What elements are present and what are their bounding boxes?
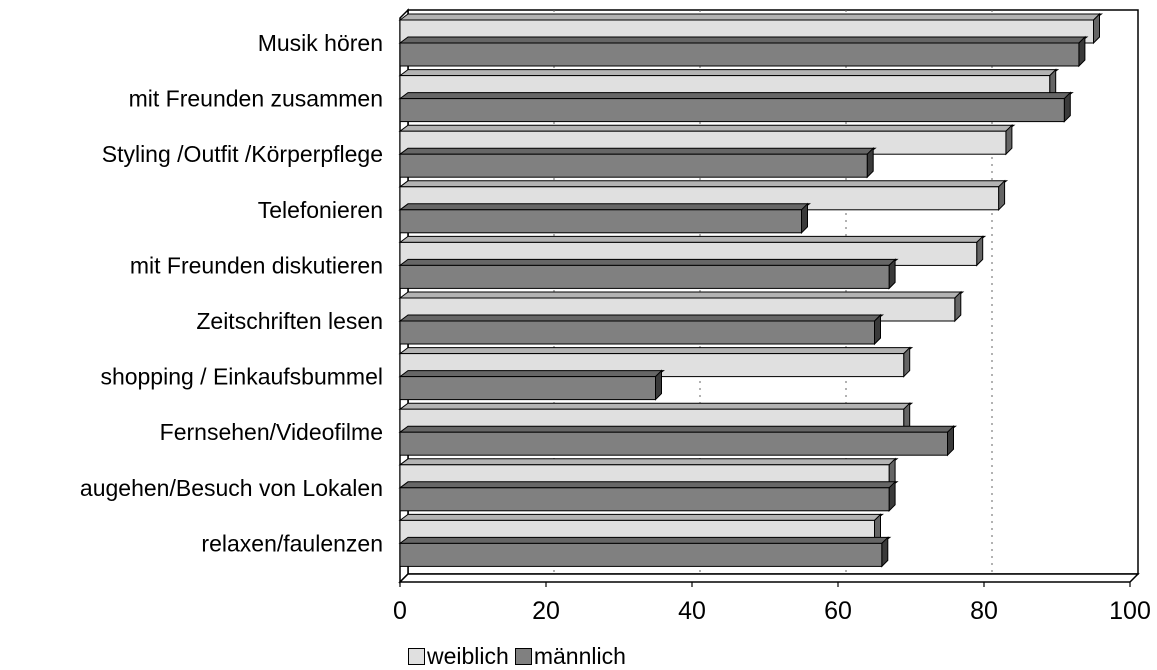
x-tick-label: 0 <box>393 597 407 625</box>
bar-top-face <box>398 69 1060 77</box>
bar-top-face <box>398 347 914 355</box>
legend-label-weiblich: weiblich <box>427 642 509 669</box>
category-label: Fernsehen/Videofilme <box>160 419 383 445</box>
category-label: mit Freunden diskutieren <box>130 252 383 278</box>
bar-chart: Musik hören mit Freunden zusammen Styling … <box>80 8 1151 625</box>
bar-front-face <box>399 542 883 567</box>
bar-top-face <box>398 124 1016 132</box>
bar-top-face <box>398 36 1089 44</box>
bar-top-face <box>398 425 957 433</box>
bar-top-face <box>398 314 884 322</box>
bar-männlich-1 <box>398 91 1074 123</box>
legend-swatch-maennlich <box>514 647 532 665</box>
category-label: augehen/Besuch von Lokalen <box>80 475 383 501</box>
bar-männlich-0 <box>398 35 1089 68</box>
bar-top-face <box>398 536 892 544</box>
bar-top-face <box>398 147 877 155</box>
legend-label-maennlich: männlich <box>533 642 626 669</box>
bar-top-face <box>398 370 665 378</box>
bars <box>398 12 1103 568</box>
bar-front-face <box>399 376 656 401</box>
category-label: Styling /Outfit /Körperpflege <box>102 141 383 167</box>
bar-front-face <box>399 153 868 178</box>
bar-männlich-2 <box>398 146 877 179</box>
bar-top-face <box>398 513 884 521</box>
category-label: Telefonieren <box>258 197 383 223</box>
legend-item-maennlich: männlich <box>514 642 626 670</box>
bar-top-face <box>398 235 987 243</box>
bar-front-face <box>399 264 890 289</box>
bar-top-face <box>398 458 899 466</box>
bar-front-face <box>399 42 1080 67</box>
category-label: mit Freunden zusammen <box>129 86 383 112</box>
bar-front-face <box>399 487 890 512</box>
category-label: relaxen/faulenzen <box>201 530 383 556</box>
bar-front-face <box>399 431 948 456</box>
bar-männlich-9 <box>398 536 892 568</box>
bar-männlich-6 <box>398 369 665 401</box>
category-labels: Musik hören mit Freunden zusammen Styling … <box>80 30 383 556</box>
plot-floor <box>398 573 1140 583</box>
x-tick-label: 40 <box>678 597 706 625</box>
bar-top-face <box>398 13 1103 21</box>
category-label: shopping / Einkaufsbummel <box>100 364 383 390</box>
x-tick-label: 20 <box>532 597 560 625</box>
category-label: Musik hören <box>258 30 383 56</box>
bar-männlich-7 <box>398 424 957 457</box>
bar-front-face <box>399 320 875 345</box>
bar-top-face <box>398 180 1009 188</box>
bar-top-face <box>398 258 899 266</box>
x-tick-label: 80 <box>970 597 998 625</box>
bar-männlich-5 <box>398 313 884 346</box>
bar-top-face <box>398 291 965 299</box>
bar-top-face <box>398 92 1074 100</box>
x-tick-label: 100 <box>1109 597 1151 625</box>
bar-männlich-4 <box>398 258 899 290</box>
category-label: Zeitschriften lesen <box>196 308 383 334</box>
legend-swatch-weiblich <box>408 647 425 665</box>
legend-item-weiblich: weiblich <box>408 643 509 670</box>
bar-top-face <box>398 402 914 410</box>
x-tick-label: 60 <box>824 597 852 625</box>
bar-top-face <box>398 203 811 211</box>
x-axis-ticks: 0 20 40 60 80 100 <box>393 582 1151 625</box>
legend: weiblich männlich <box>408 642 632 670</box>
bar-männlich-3 <box>398 202 811 235</box>
bar-front-face <box>399 98 1065 123</box>
bar-männlich-8 <box>398 480 899 513</box>
bar-top-face <box>398 481 899 489</box>
bar-front-face <box>399 209 802 234</box>
